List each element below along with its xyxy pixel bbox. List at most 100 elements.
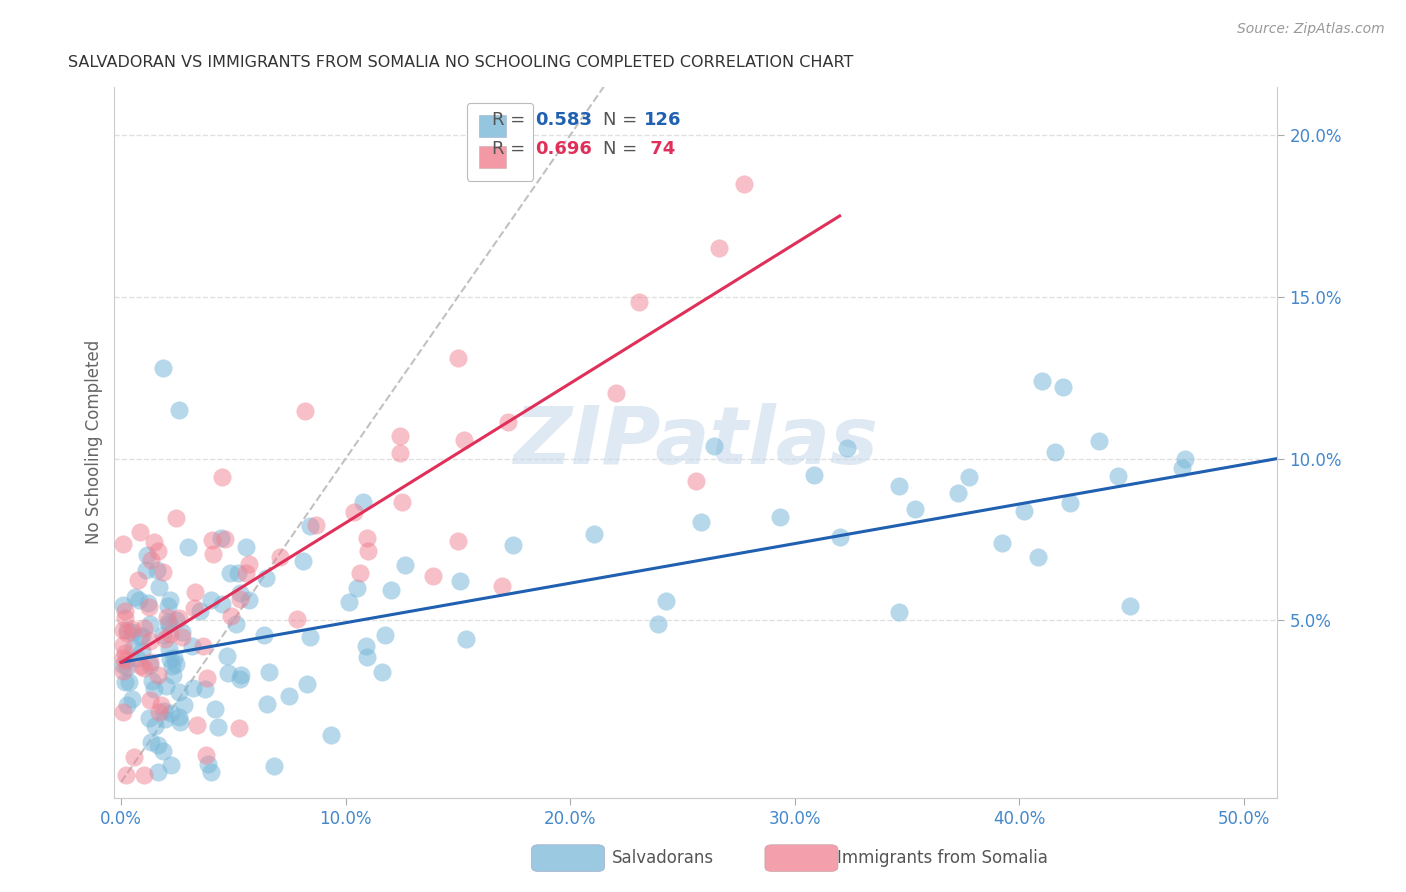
Point: [1043, 445, 1066, 459]
Point: [685, 475, 707, 489]
Point: [153, 704, 176, 718]
Point: [388, 445, 411, 459]
Point: [887, 605, 910, 619]
Point: [238, 557, 260, 571]
Point: [121, 641, 143, 656]
Point: [357, 543, 380, 558]
Point: [733, 177, 755, 191]
Point: [200, 765, 222, 780]
Point: [132, 621, 155, 635]
Point: [146, 765, 169, 780]
Point: [143, 535, 166, 549]
Point: [214, 533, 236, 547]
Point: [229, 586, 252, 600]
Point: [183, 585, 205, 599]
Point: [337, 595, 360, 609]
Point: [124, 749, 146, 764]
Point: [149, 698, 172, 713]
Point: [112, 623, 135, 637]
Text: 126: 126: [644, 112, 681, 129]
Point: [356, 531, 378, 545]
Point: [129, 630, 152, 644]
Point: [180, 639, 202, 653]
Point: [118, 675, 141, 690]
Text: Source: ZipAtlas.com: Source: ZipAtlas.com: [1237, 22, 1385, 37]
Point: [228, 566, 250, 580]
Point: [138, 711, 160, 725]
Point: [177, 540, 200, 554]
Point: [162, 668, 184, 682]
Point: [152, 628, 174, 642]
Point: [491, 579, 513, 593]
Point: [157, 615, 180, 629]
Point: [139, 617, 162, 632]
Point: [153, 712, 176, 726]
Point: [131, 644, 153, 658]
Point: [422, 569, 444, 583]
Point: [139, 657, 162, 672]
Point: [191, 640, 214, 654]
Text: R =: R =: [492, 112, 531, 129]
Point: [153, 632, 176, 646]
Point: [195, 747, 218, 762]
Point: [135, 548, 157, 562]
Point: [654, 594, 676, 608]
Point: [449, 574, 471, 589]
Point: [647, 616, 669, 631]
Point: [114, 610, 136, 624]
Point: [138, 692, 160, 706]
Point: [195, 671, 218, 685]
Point: [159, 617, 181, 632]
Point: [138, 599, 160, 614]
Point: [342, 505, 364, 519]
Point: [186, 718, 208, 732]
Legend: , : ,: [467, 103, 533, 181]
Point: [157, 642, 180, 657]
Point: [143, 719, 166, 733]
Point: [209, 531, 232, 545]
Point: [352, 495, 374, 509]
Point: [167, 685, 190, 699]
Point: [946, 486, 969, 500]
Point: [219, 609, 242, 624]
Point: [219, 566, 242, 580]
Point: [354, 639, 377, 653]
Point: [152, 743, 174, 757]
Point: [371, 665, 394, 679]
Point: [160, 659, 183, 673]
Y-axis label: No Schooling Completed: No Schooling Completed: [86, 340, 103, 544]
Point: [1012, 504, 1035, 518]
Point: [217, 665, 239, 680]
Point: [159, 593, 181, 607]
Point: [112, 598, 135, 612]
Point: [159, 626, 181, 640]
Point: [707, 241, 730, 255]
Point: [125, 650, 148, 665]
Point: [146, 564, 169, 578]
Point: [904, 502, 927, 516]
Point: [112, 537, 135, 551]
Point: [170, 625, 193, 640]
Point: [117, 698, 139, 713]
Point: [188, 604, 211, 618]
Point: [146, 544, 169, 558]
Point: [228, 672, 250, 686]
Point: [1119, 599, 1142, 613]
Point: [394, 558, 416, 572]
Point: [259, 665, 281, 680]
Text: SALVADORAN VS IMMIGRANTS FROM SOMALIA NO SCHOOLING COMPLETED CORRELATION CHART: SALVADORAN VS IMMIGRANTS FROM SOMALIA NO…: [67, 55, 853, 70]
Point: [346, 582, 368, 596]
Point: [112, 638, 135, 652]
Point: [146, 667, 169, 681]
Point: [194, 681, 217, 696]
Point: [1088, 434, 1111, 448]
Point: [169, 714, 191, 729]
Point: [238, 592, 260, 607]
Point: [605, 386, 627, 401]
Point: [285, 612, 308, 626]
Point: [156, 599, 179, 613]
Point: [152, 361, 174, 376]
Point: [169, 403, 191, 417]
Point: [356, 650, 378, 665]
Point: [769, 510, 792, 524]
